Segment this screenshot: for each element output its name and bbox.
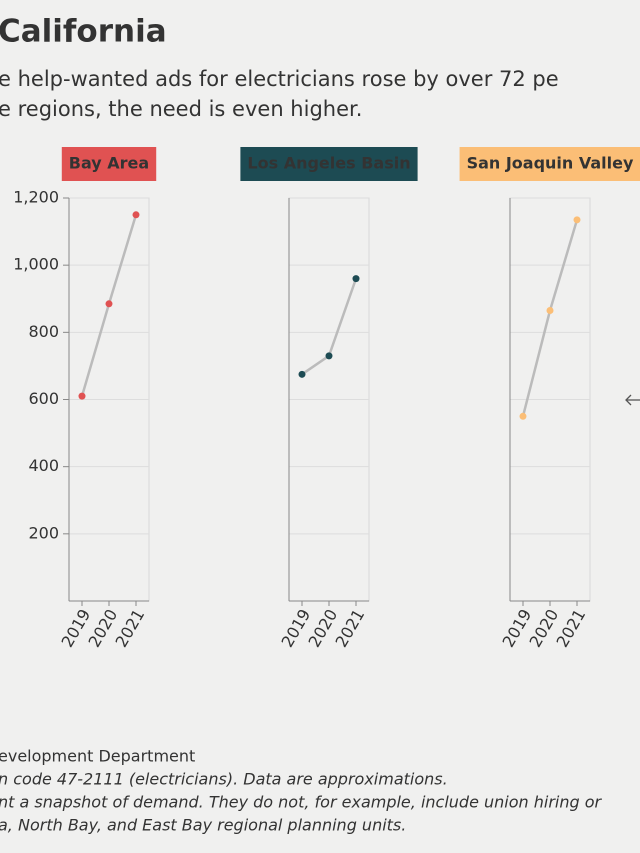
panel-title: San Joaquin Valley: [467, 154, 634, 173]
point: [78, 392, 86, 400]
subtitle: e help-wanted ads for electricians rose …: [0, 67, 559, 91]
point: [325, 352, 333, 360]
panel-header: Bay Area: [61, 147, 157, 181]
title: California: [0, 14, 167, 50]
point: [573, 216, 581, 224]
source: evelopment Department: [0, 747, 195, 766]
panel-header-box: [61, 147, 157, 181]
panel-title: Bay Area: [69, 154, 149, 173]
point: [105, 300, 113, 308]
y-tick-label: 400: [28, 456, 59, 475]
point: [352, 275, 360, 283]
y-tick-label: 800: [28, 322, 59, 341]
subtitle: e regions, the need is even higher.: [0, 97, 362, 121]
panel-header-box: [459, 147, 640, 181]
point: [298, 370, 306, 378]
note: n code 47-2111 (electricians). Data are …: [0, 770, 448, 789]
y-tick-label: 1,000: [13, 255, 59, 274]
point: [132, 211, 140, 219]
panel-header: Los Angeles Basin: [240, 147, 418, 181]
point: [519, 412, 527, 420]
y-tick-label: 1,200: [13, 188, 59, 207]
point: [546, 307, 554, 315]
y-tick-label: 200: [28, 523, 59, 542]
note: nt a snapshot of demand. They do not, fo…: [0, 793, 603, 812]
note: a, North Bay, and East Bay regional plan…: [0, 816, 406, 835]
panel-header: San Joaquin Valley: [459, 147, 640, 181]
y-tick-label: 600: [28, 389, 59, 408]
arrow: [625, 394, 640, 406]
panel-header-box: [240, 147, 418, 181]
panel-title: Los Angeles Basin: [247, 154, 410, 173]
